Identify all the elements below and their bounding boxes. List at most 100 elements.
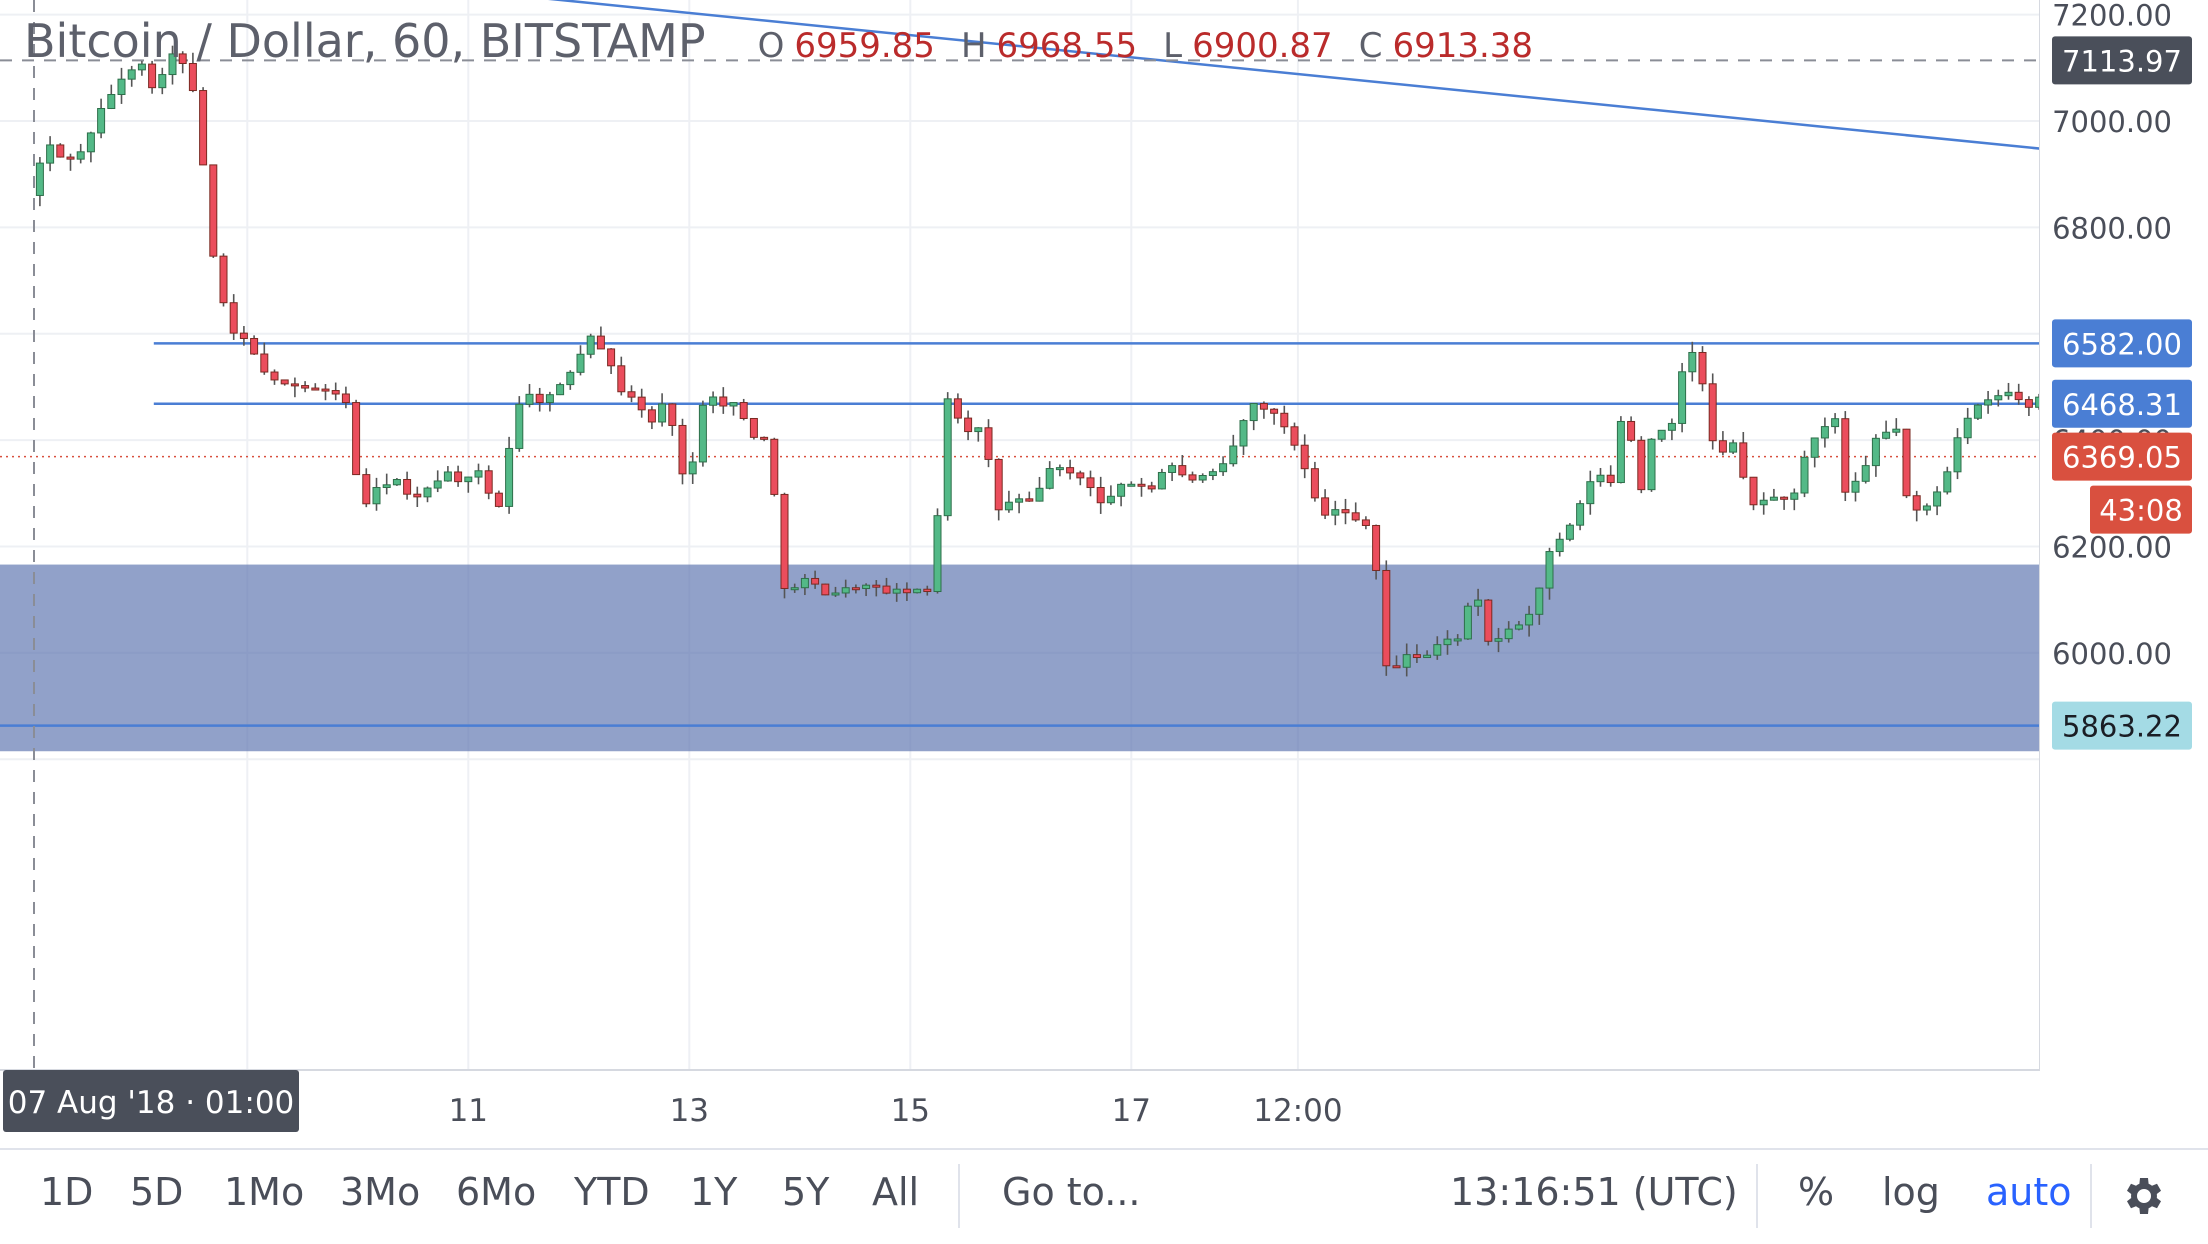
candle	[484, 465, 493, 500]
candle-body	[1963, 417, 1972, 439]
candle	[1157, 468, 1166, 490]
candle-body	[1157, 471, 1166, 490]
candle	[872, 580, 881, 597]
candle-body	[1188, 474, 1197, 481]
candle-body	[148, 63, 157, 89]
candle	[290, 377, 299, 398]
candle-body	[668, 403, 677, 426]
candle	[1780, 496, 1789, 510]
candle-body	[1300, 444, 1309, 470]
candle-body	[1708, 383, 1717, 442]
candle-body	[1902, 428, 1911, 497]
percent-toggle[interactable]: %	[1798, 1170, 1835, 1214]
candle-body	[1239, 420, 1248, 447]
auto-toggle[interactable]: auto	[1986, 1170, 2072, 1214]
candle-body	[1514, 624, 1523, 630]
candle	[1943, 466, 1952, 495]
range-all-button[interactable]: All	[872, 1170, 920, 1214]
high-value: 6968.55	[996, 26, 1138, 66]
candle	[1382, 560, 1391, 676]
demand-zone[interactable]	[0, 564, 2040, 752]
candle	[372, 477, 381, 511]
candle-body	[433, 480, 442, 489]
trendline[interactable]	[18, 0, 2208, 173]
candle	[658, 393, 667, 427]
candle	[1790, 488, 1799, 511]
go-to-button[interactable]: Go to...	[1002, 1170, 1141, 1214]
range-5d-button[interactable]: 5D	[130, 1170, 184, 1214]
price-axis[interactable]: 7200.007000.006800.006200.006000.006400.…	[2039, 0, 2208, 1070]
candle	[1678, 362, 1687, 433]
log-toggle[interactable]: log	[1882, 1170, 1940, 1214]
candle-body	[729, 402, 738, 407]
candle	[800, 573, 809, 596]
range-5y-button[interactable]: 5Y	[782, 1170, 830, 1214]
candle	[984, 419, 993, 468]
candle	[1249, 403, 1258, 431]
range-ytd-button[interactable]: YTD	[574, 1170, 650, 1214]
candle-body	[1341, 509, 1350, 514]
candle	[882, 577, 891, 595]
candle-body	[1596, 474, 1605, 483]
candle-body	[1310, 468, 1319, 499]
candle	[617, 356, 626, 396]
candle	[1739, 432, 1748, 480]
candle	[1933, 486, 1942, 516]
candle	[1596, 467, 1605, 487]
candle-body	[2014, 391, 2023, 401]
candle	[1310, 461, 1319, 502]
candle	[790, 583, 799, 593]
gear-icon[interactable]	[2118, 1172, 2166, 1220]
range-3mo-button[interactable]: 3Mo	[340, 1170, 421, 1214]
candle-body	[647, 409, 656, 423]
candle	[678, 418, 687, 485]
utc-clock[interactable]: 13:16:51 (UTC)	[1450, 1170, 1738, 1214]
candle-body	[1535, 587, 1544, 615]
range-1mo-button[interactable]: 1Mo	[224, 1170, 305, 1214]
range-1d-button[interactable]: 1D	[40, 1170, 94, 1214]
candle-body	[607, 348, 616, 367]
candle	[1280, 405, 1289, 434]
candle	[1953, 428, 1962, 480]
time-axis[interactable]: 91113151712:00 07 Aug '18 · 01:00	[0, 1069, 2040, 1132]
candle	[831, 586, 840, 597]
candle	[892, 583, 901, 602]
candle	[260, 342, 269, 375]
candle-body	[2004, 391, 2013, 397]
candle-body	[1127, 483, 1136, 487]
candle-body	[1372, 524, 1381, 571]
candle-body	[1076, 472, 1085, 479]
range-1y-button[interactable]: 1Y	[690, 1170, 738, 1214]
candle-body	[556, 384, 565, 396]
candle	[1861, 455, 1870, 484]
candle	[1106, 485, 1115, 505]
candle-body	[280, 379, 289, 385]
candle	[1045, 461, 1054, 490]
candle-body	[178, 53, 187, 64]
candle	[331, 382, 340, 401]
candle-body	[576, 353, 585, 373]
candle	[1096, 476, 1105, 514]
candlestick-series	[35, 45, 2207, 677]
candle	[637, 388, 646, 418]
price-chart[interactable]: 7200.007000.006800.006200.006000.006400.…	[0, 0, 2208, 1148]
candle-body	[76, 151, 85, 160]
candle-body	[66, 156, 75, 160]
candle-body	[1984, 399, 1993, 406]
candle-body	[862, 584, 871, 590]
crosshair-price-label: 7113.97	[2052, 36, 2192, 85]
range-6mo-button[interactable]: 6Mo	[456, 1170, 537, 1214]
last-price-label-bg	[2052, 432, 2192, 481]
candle-body	[1463, 605, 1472, 640]
svg-text:07 Aug '18 · 01:00: 07 Aug '18 · 01:00	[8, 1085, 295, 1121]
horizontal-lines[interactable]	[0, 342, 2040, 727]
open-label: O	[757, 26, 785, 66]
candle	[1341, 498, 1350, 525]
y-tick-label: 6000.00	[2052, 637, 2172, 671]
candle-body	[97, 108, 106, 134]
candle-body	[403, 478, 412, 495]
candle	[403, 471, 412, 500]
candle	[862, 583, 871, 597]
candle-body	[1474, 599, 1483, 607]
candle-body	[841, 587, 850, 594]
